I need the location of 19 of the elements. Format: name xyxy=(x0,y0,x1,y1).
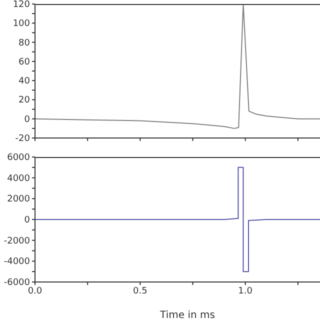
x-tick-label: 0.5 xyxy=(133,286,148,296)
x-axis-title: Time in ms xyxy=(159,310,215,320)
y-tick-label: -4000 xyxy=(4,257,30,268)
y-tick-label: 4000 xyxy=(7,174,30,184)
y-tick-label: -20 xyxy=(15,134,30,144)
y-tick-label: 100 xyxy=(12,19,30,30)
y-tick-label: 6000 xyxy=(7,153,30,163)
y-tick-label: 60 xyxy=(18,57,30,68)
x-tick-label: 0.0 xyxy=(28,286,42,296)
y-tick-label: 120 xyxy=(12,0,30,10)
y-tick-label: 0 xyxy=(24,114,30,125)
y-tick-label: 40 xyxy=(18,76,30,87)
y-tick-label: 2000 xyxy=(7,194,30,205)
y-tick-label: 80 xyxy=(18,38,30,48)
y-tick-label: 20 xyxy=(18,96,30,106)
y-tick-label: -2000 xyxy=(4,236,30,246)
y-tick-label: -6000 xyxy=(4,278,30,288)
y-tick-label: 0 xyxy=(24,216,30,226)
x-tick-label: 1.0 xyxy=(238,286,253,296)
